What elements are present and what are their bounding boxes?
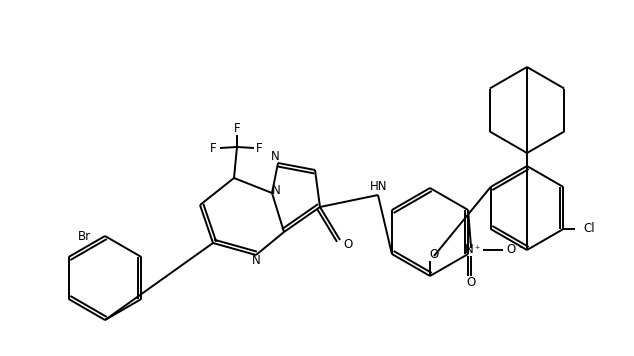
Text: Cl: Cl [583, 222, 595, 236]
Text: F: F [256, 141, 262, 155]
Text: ⁺: ⁺ [474, 245, 479, 255]
Text: O: O [429, 247, 439, 261]
Text: O: O [344, 239, 353, 251]
Text: N: N [252, 253, 261, 267]
Text: O: O [507, 244, 515, 257]
Text: O: O [467, 277, 476, 289]
Text: N: N [271, 183, 280, 197]
Text: F: F [234, 121, 240, 135]
Text: N: N [465, 244, 474, 257]
Text: F: F [210, 141, 216, 155]
Text: Br: Br [78, 230, 91, 242]
Text: N: N [271, 151, 280, 163]
Text: HN: HN [370, 180, 387, 194]
Text: ⁻: ⁻ [519, 245, 524, 255]
